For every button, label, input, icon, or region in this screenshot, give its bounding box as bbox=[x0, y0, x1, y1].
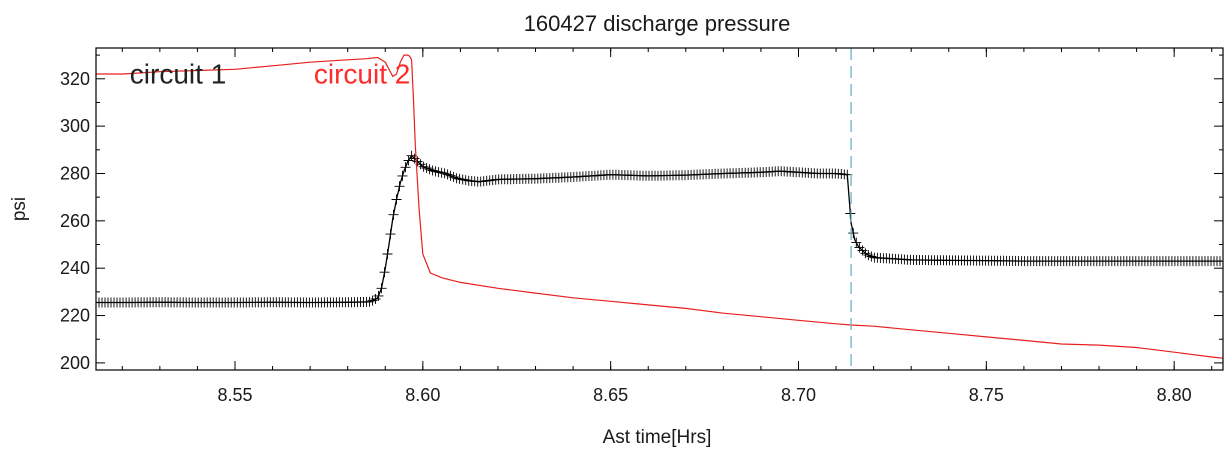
chart-title: 160427 discharge pressure bbox=[524, 11, 791, 36]
x-axis-label: Ast time[Hrs] bbox=[603, 427, 712, 448]
y-tick-label: 240 bbox=[60, 258, 90, 278]
series-1-markers bbox=[96, 150, 1223, 308]
annotation-1: circuit 1 bbox=[130, 59, 226, 90]
y-tick-label: 300 bbox=[60, 116, 90, 136]
series-2-line bbox=[96, 54, 1223, 359]
plot-frame bbox=[95, 47, 1224, 371]
y-tick-label: 200 bbox=[60, 353, 90, 373]
y-tick-label: 220 bbox=[60, 306, 90, 326]
x-tick-label: 8.80 bbox=[1157, 385, 1192, 405]
annotations: circuit 1 circuit 2 bbox=[130, 59, 411, 90]
x-tick-label: 8.75 bbox=[969, 385, 1004, 405]
y-tick-label: 320 bbox=[60, 69, 90, 89]
x-tick-label: 8.65 bbox=[593, 385, 628, 405]
y-tick-label: 260 bbox=[60, 211, 90, 231]
x-tick-label: 8.60 bbox=[405, 385, 440, 405]
annotation-2: circuit 2 bbox=[314, 59, 410, 90]
x-tick-label: 8.70 bbox=[781, 385, 816, 405]
plot-series bbox=[96, 54, 1223, 359]
series-1-line bbox=[96, 154, 1223, 304]
y-tick-label: 280 bbox=[60, 163, 90, 183]
axis-ticks: 8.55 8.60 8.65 8.70 8.75 8.80 200 220 240 260 280 3… bbox=[60, 48, 1223, 405]
y-axis-label: psi bbox=[9, 197, 30, 221]
x-tick-label: 8.55 bbox=[217, 385, 252, 405]
